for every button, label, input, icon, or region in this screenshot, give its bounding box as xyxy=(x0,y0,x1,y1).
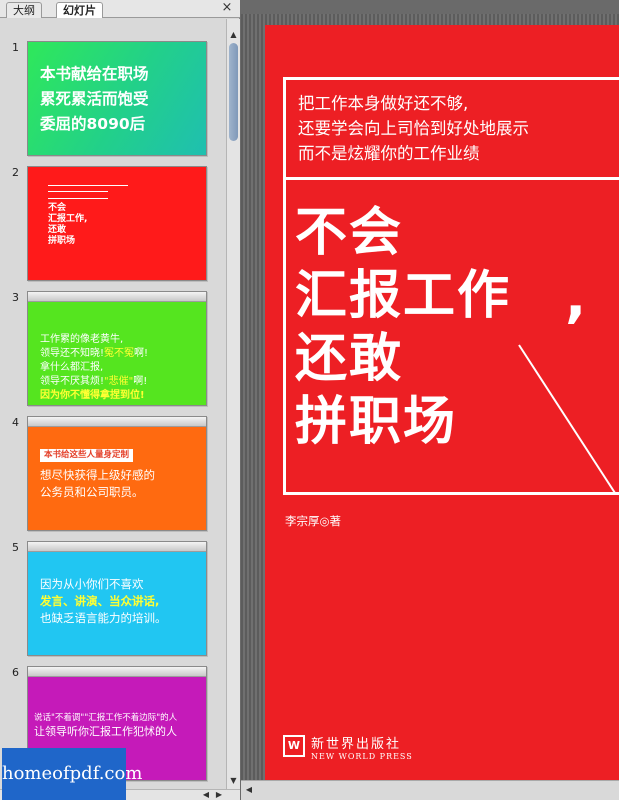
close-icon[interactable]: × xyxy=(221,0,233,15)
watermark-label: homeofpdf.com xyxy=(2,748,142,800)
slide-3-highlight: 因为你不懂得拿捏到位! xyxy=(40,390,145,401)
diagonal-line xyxy=(518,344,616,494)
slide-3-text-a: 工作累的像老黄牛, 领导还不知晓! xyxy=(40,334,124,359)
slide-4-tag: 本书给这些人量身定制 xyxy=(40,449,134,462)
slide-5-line: 也缺乏语言能力的培训。 xyxy=(40,611,167,625)
scrollbar-thumb[interactable] xyxy=(229,43,238,141)
frame-line xyxy=(283,77,286,495)
slide-6-line: 说话"不着调""汇报工作不着边际"的人 xyxy=(34,713,178,723)
slide-thumbnail-1[interactable]: 本书献给在职场 累死累活而饱受 委屈的8090后 xyxy=(27,41,207,156)
editor-top-bar xyxy=(241,0,619,14)
slides-pane: 大纲 幻灯片 × 1 本书献给在职场 累死累活而饱受 委屈的8090后 2 不会… xyxy=(0,0,240,800)
scroll-left-icon[interactable]: ◀ xyxy=(202,790,210,799)
slide-4-text: 想尽快获得上级好感的 公务员和公司职员。 xyxy=(40,468,155,499)
thumbnail-list: 1 本书献给在职场 累死累活而饱受 委屈的8090后 2 不会 汇报工作, 还敢… xyxy=(0,19,226,789)
pane-tabbar: 大纲 幻灯片 × xyxy=(0,0,240,18)
slide-3-text-e: 啊! xyxy=(133,376,148,387)
editor-hscrollbar[interactable]: ◀ xyxy=(241,780,619,800)
slide-thumbnail-2[interactable]: 不会 汇报工作, 还敢 拼职场 xyxy=(27,166,207,281)
frame-line xyxy=(283,492,619,495)
cover-title: 不会 汇报工作 还敢 拼职场 xyxy=(295,203,512,452)
slide-3-text: 工作累的像老黄牛, 领导还不知晓!冤不冤啊! 拿什么都汇报, 领导不厌其烦!"悲… xyxy=(40,319,206,403)
slide-thumbnail-4[interactable]: 本书给这些人量身定制 想尽快获得上级好感的 公务员和公司职员。 xyxy=(27,416,207,531)
frame-line xyxy=(283,177,619,180)
tab-slides[interactable]: 幻灯片 xyxy=(56,2,103,18)
slide-number: 1 xyxy=(12,41,19,54)
cover-title-comma: , xyxy=(565,265,587,330)
cover-author: 李宗厚◎著 xyxy=(285,514,342,528)
slide-number: 4 xyxy=(12,416,19,429)
slide-5-line: 因为从小你们不喜欢 xyxy=(40,577,144,591)
slide-number: 6 xyxy=(12,666,19,679)
slide-thumbnail-3[interactable]: 工作累的像老黄牛, 领导还不知晓!冤不冤啊! 拿什么都汇报, 领导不厌其烦!"悲… xyxy=(27,291,207,406)
scroll-left-icon[interactable]: ◀ xyxy=(245,785,253,794)
slide-top-strip xyxy=(28,417,206,427)
tab-outline[interactable]: 大纲 xyxy=(6,2,42,18)
slide-top-strip xyxy=(28,292,206,302)
slide-5-highlight: 发言、讲演、当众讲话, xyxy=(40,594,160,608)
slide-thumbnail-5[interactable]: 因为从小你们不喜欢 发言、讲演、当众讲话, 也缺乏语言能力的培训。 xyxy=(27,541,207,656)
publisher-logo-icon: W xyxy=(283,735,305,757)
slide-number: 2 xyxy=(12,166,19,179)
slide-2-rule xyxy=(48,191,108,199)
scroll-up-icon[interactable]: ▲ xyxy=(230,30,237,39)
slide-1-text: 本书献给在职场 累死累活而饱受 委屈的8090后 xyxy=(40,65,149,133)
slide-top-strip xyxy=(28,542,206,552)
slide-editor[interactable]: 把工作本身做好还不够, 还要学会向上司恰到好处地展示 而不是炫耀你的工作业绩 不… xyxy=(241,0,619,800)
slide-2-rule xyxy=(48,185,128,188)
slide-number: 3 xyxy=(12,291,19,304)
cover-tagline: 把工作本身做好还不够, 还要学会向上司恰到好处地展示 而不是炫耀你的工作业绩 xyxy=(298,94,529,163)
scroll-down-icon[interactable]: ▼ xyxy=(230,776,237,785)
publisher-name-en: NEW WORLD PRESS xyxy=(311,752,413,761)
slide-top-strip xyxy=(28,667,206,677)
slide-6-text: 说话"不着调""汇报工作不着边际"的人 让领导听你汇报工作犯怵的人 xyxy=(34,712,206,740)
scroll-right-icon[interactable]: ▶ xyxy=(215,790,223,799)
slide-5-text: 因为从小你们不喜欢 发言、讲演、当众讲话, 也缺乏语言能力的培训。 xyxy=(40,576,206,627)
slide-3-text-c: 啊! 拿什么都汇报, 领导不厌其烦! xyxy=(40,348,149,387)
publisher-name: 新世界出版社 xyxy=(311,737,402,752)
slide-2-text: 不会 汇报工作, 还敢 拼职场 xyxy=(48,203,88,246)
frame-line xyxy=(283,77,619,80)
thumbnail-scrollbar[interactable]: ▲ ▼ xyxy=(226,19,240,789)
slide-6-line: 让领导听你汇报工作犯怵的人 xyxy=(34,725,177,738)
slide-3-highlight: "悲催" xyxy=(104,376,134,387)
slide-number: 5 xyxy=(12,541,19,554)
slide-3-highlight: 冤不冤 xyxy=(104,348,135,359)
slide-canvas-cover[interactable]: 把工作本身做好还不够, 还要学会向上司恰到好处地展示 而不是炫耀你的工作业绩 不… xyxy=(265,25,619,785)
